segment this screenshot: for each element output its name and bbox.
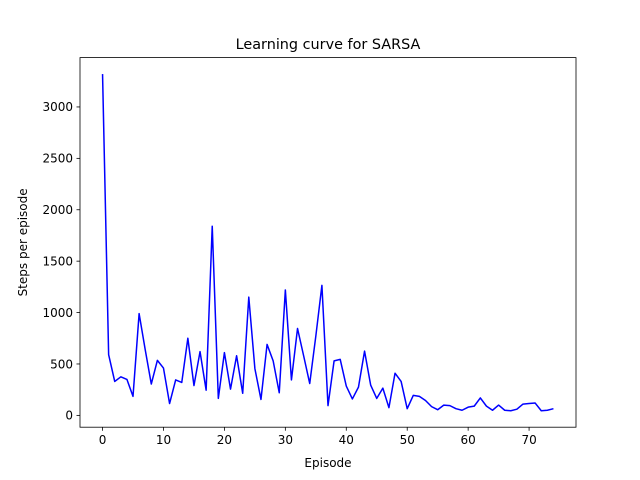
x-tick-label: 0 xyxy=(99,433,107,447)
y-axis-title: Steps per episode xyxy=(16,188,30,296)
y-tick-label: 2000 xyxy=(42,203,73,217)
series-line-0 xyxy=(101,74,554,412)
y-tick-label: 1000 xyxy=(42,306,73,320)
x-tick-label: 20 xyxy=(217,433,232,447)
x-tick-label: 10 xyxy=(156,433,171,447)
x-tick-label: 40 xyxy=(339,433,354,447)
x-tick-label: 30 xyxy=(278,433,293,447)
y-tick-label: 1500 xyxy=(42,254,73,268)
x-tick-label: 50 xyxy=(400,433,415,447)
x-tick-label: 70 xyxy=(521,433,536,447)
ticks-layer: 0 10 20 30 40 50 60 70 0 500 1000 1500 2000 2500 3000 xyxy=(42,100,536,447)
y-tick-label: 2500 xyxy=(42,152,73,166)
series-layer xyxy=(101,74,554,412)
y-tick-label: 500 xyxy=(50,357,73,371)
plot-frame xyxy=(79,57,577,428)
x-axis-title: Episode xyxy=(304,456,351,470)
y-tick-label: 0 xyxy=(65,409,73,423)
y-tick-label: 3000 xyxy=(42,100,73,114)
chart-title: Learning curve for SARSA xyxy=(236,37,421,53)
x-tick-label: 60 xyxy=(461,433,476,447)
plot-area xyxy=(80,57,576,428)
